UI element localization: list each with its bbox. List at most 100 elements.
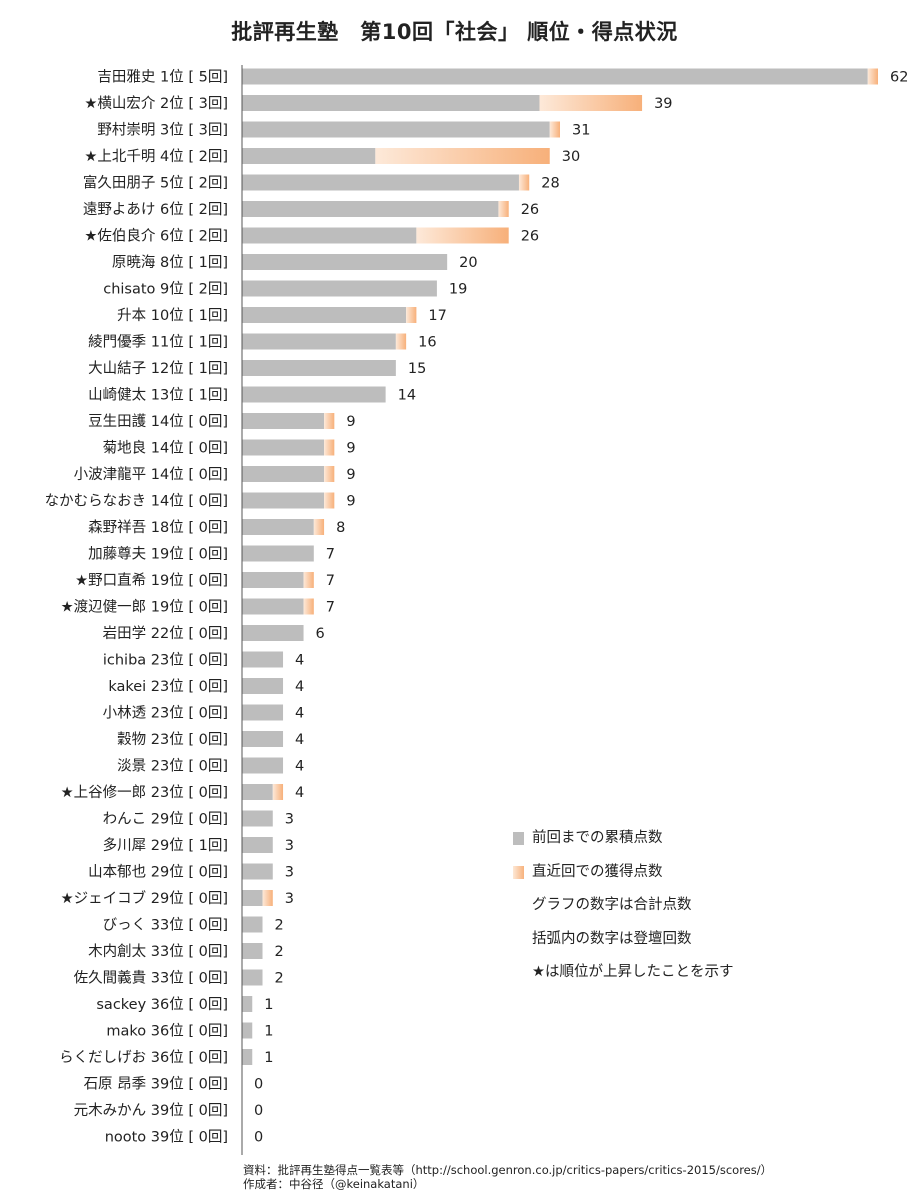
- value-label: 26: [521, 229, 539, 245]
- bar-cumulative: [242, 333, 396, 350]
- category-label: ★佐伯良介 6位 [ 2回]: [84, 228, 228, 245]
- value-label: 3: [285, 891, 294, 907]
- bar-cumulative: [242, 174, 519, 191]
- legend-note-bracket: 括弧内の数字は登壇回数: [532, 930, 692, 947]
- chart-title: 批評再生塾 第10回「社会」 順位・得点状況: [231, 20, 678, 44]
- bar-recent: [375, 148, 550, 164]
- bar-cumulative: [242, 280, 437, 297]
- value-label: 7: [326, 600, 335, 616]
- bar-cumulative: [242, 545, 314, 562]
- bar-recent: [416, 227, 509, 244]
- bar-recent: [324, 466, 335, 482]
- bar-cumulative: [242, 492, 325, 509]
- category-label: ★上谷修一郎 23位 [ 0回]: [61, 784, 228, 801]
- category-label: 元木みかん 39位 [ 0回]: [74, 1102, 228, 1119]
- value-label: 19: [449, 282, 467, 298]
- bar-cumulative: [242, 572, 304, 588]
- value-label: 1: [264, 1050, 273, 1066]
- bar-cumulative: [242, 651, 284, 668]
- value-label: 0: [254, 1077, 263, 1093]
- bar-series: [242, 68, 878, 1065]
- category-label: 森野祥吾 18位 [ 0回]: [88, 519, 228, 536]
- legend-swatch-cumulative: [513, 832, 524, 846]
- value-label: 30: [562, 149, 580, 165]
- bar-cumulative: [242, 996, 253, 1012]
- category-label: びっく 33位 [ 0回]: [103, 917, 228, 934]
- bar-recent: [867, 68, 878, 85]
- bar-cumulative: [242, 598, 304, 615]
- category-label: 岩田学 22位 [ 0回]: [103, 625, 228, 642]
- value-label: 6: [316, 626, 325, 642]
- category-label: 原暁海 8位 [ 1回]: [112, 254, 228, 271]
- bar-cumulative: [242, 916, 263, 933]
- bar-cumulative: [242, 757, 284, 774]
- category-label: 升本 10位 [ 1回]: [117, 307, 228, 324]
- bar-cumulative: [242, 863, 273, 880]
- category-label: 山本郁也 29位 [ 0回]: [88, 864, 228, 881]
- category-label: 吉田雅史 1位 [ 5回]: [97, 69, 228, 86]
- category-label: 野村崇明 3位 [ 3回]: [97, 122, 228, 139]
- legend-label-recent: 直近回での獲得点数: [532, 863, 663, 880]
- bar-cumulative: [242, 68, 868, 85]
- bar-cumulative: [242, 784, 273, 800]
- category-label: nooto 39位 [ 0回]: [105, 1129, 228, 1146]
- bar-recent: [549, 121, 560, 138]
- category-label: 小林透 23位 [ 0回]: [103, 705, 228, 722]
- category-label: 綾門優季 11位 [ 1回]: [88, 334, 228, 351]
- category-label: 小波津龍平 14位 [ 0回]: [74, 466, 228, 483]
- bar-cumulative: [242, 943, 263, 959]
- value-label: 4: [295, 706, 304, 722]
- bar-cumulative: [242, 731, 284, 747]
- legend-item-cumulative: 前回までの累積点数: [513, 822, 734, 856]
- category-label: ★上北千明 4位 [ 2回]: [84, 148, 228, 165]
- category-label: 山崎健太 13位 [ 1回]: [88, 387, 228, 404]
- bar-recent: [272, 784, 284, 800]
- category-label: 穀物 23位 [ 0回]: [117, 731, 228, 748]
- footer-source: 資料：批評再生塾得点一覧表等（http://school.genron.co.j…: [243, 1163, 773, 1177]
- value-label: 26: [521, 202, 539, 218]
- bar-cumulative: [242, 95, 540, 111]
- bar-recent: [406, 307, 417, 323]
- bar-recent: [539, 95, 643, 111]
- bar-recent: [303, 598, 314, 615]
- value-label: 7: [326, 547, 335, 563]
- value-label: 9: [346, 494, 355, 510]
- category-label: 富久田朋子 5位 [ 2回]: [83, 174, 228, 192]
- value-label: 7: [326, 573, 335, 589]
- category-label: らくだしげお 36位 [ 0回]: [59, 1049, 228, 1066]
- value-label: 39: [654, 96, 672, 112]
- bar-recent: [518, 174, 530, 191]
- category-label: 豆生田護 14位 [ 0回]: [88, 413, 228, 430]
- value-label: 9: [346, 441, 355, 457]
- value-labels: 6239313028262620191716151499998777644444…: [254, 70, 908, 1146]
- category-label: 佐久間義貴 33位 [ 0回]: [74, 970, 228, 987]
- value-label: 8: [336, 520, 345, 536]
- category-label: わんこ 29位 [ 0回]: [103, 811, 228, 828]
- legend: 前回までの累積点数 直近回での獲得点数 グラフの数字は合計点数 括弧内の数字は登…: [513, 822, 734, 990]
- bar-cumulative: [242, 307, 407, 323]
- value-label: 4: [295, 759, 304, 775]
- category-label: 石原 昂季 39位 [ 0回]: [84, 1076, 228, 1093]
- value-label: 14: [398, 388, 416, 404]
- bar-cumulative: [242, 1049, 253, 1065]
- value-label: 4: [295, 653, 304, 669]
- category-label: 菊地良 14位 [ 0回]: [103, 440, 228, 457]
- category-label: chisato 9位 [ 2回]: [103, 281, 228, 298]
- value-label: 4: [295, 785, 304, 801]
- bar-recent: [303, 572, 314, 588]
- bar-cumulative: [242, 704, 284, 721]
- bar-recent: [324, 413, 335, 429]
- value-label: 9: [346, 467, 355, 483]
- value-label: 15: [408, 361, 426, 377]
- bar-cumulative: [242, 837, 273, 853]
- category-label: ichiba 23位 [ 0回]: [103, 652, 228, 669]
- bar-cumulative: [242, 439, 325, 456]
- category-label: kakei 23位 [ 0回]: [108, 678, 228, 695]
- bar-cumulative: [242, 148, 376, 164]
- category-label: ★横山宏介 2位 [ 3回]: [84, 95, 228, 112]
- value-label: 3: [285, 838, 294, 854]
- bar-cumulative: [242, 466, 325, 482]
- value-label: 2: [275, 971, 284, 987]
- value-label: 2: [275, 944, 284, 960]
